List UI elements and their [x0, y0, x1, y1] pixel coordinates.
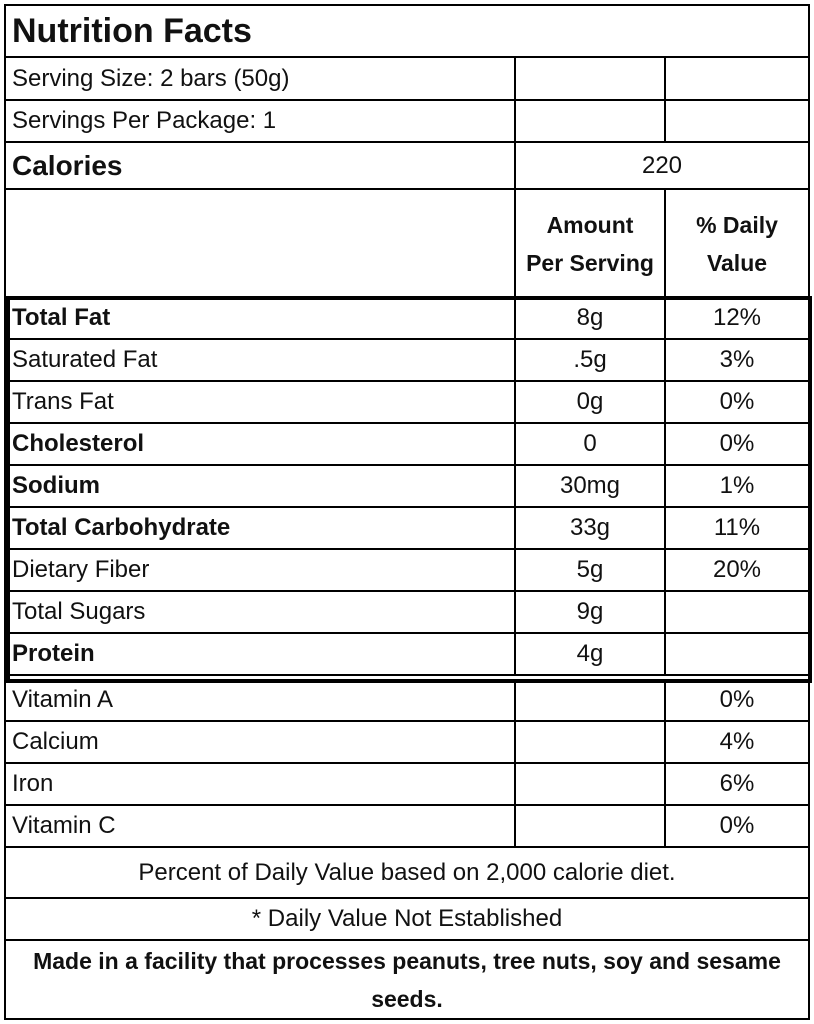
- vitamin-row: Calcium 4%: [6, 722, 808, 764]
- dv-header-line2: Value: [706, 250, 768, 276]
- vitamin-daily-value: 0%: [664, 680, 808, 720]
- vitamin-amount: [514, 722, 664, 762]
- daily-value-header: % Daily Value: [664, 190, 808, 298]
- vitamin-daily-value: 6%: [664, 764, 808, 804]
- nutrient-daily-value: 3%: [664, 340, 808, 380]
- vitamin-name: Calcium: [12, 728, 99, 755]
- nutrient-row: Dietary Fiber 5g 20%: [6, 550, 808, 592]
- vitamin-daily-value: 0%: [664, 806, 808, 846]
- nutrition-facts-panel: Nutrition Facts Serving Size: 2 bars (50…: [4, 4, 812, 1020]
- amount-per-serving-header: Amount Per Serving: [514, 190, 664, 298]
- vitamin-row: Vitamin A 0%: [6, 680, 808, 722]
- nutrient-row: Saturated Fat .5g 3%: [6, 340, 808, 382]
- allergen-notice: Made in a facility that processes peanut…: [33, 947, 781, 1012]
- nutrient-amount: 0g: [514, 382, 664, 422]
- calories-label: Calories: [12, 149, 123, 181]
- nutrient-row: Total Carbohydrate 33g 11%: [6, 508, 808, 550]
- not-established-footnote: * Daily Value Not Established: [251, 905, 563, 932]
- nutrient-daily-value: 0%: [664, 424, 808, 464]
- vitamin-name: Vitamin A: [12, 686, 113, 713]
- amount-header-line1: Amount: [546, 212, 634, 238]
- nutrient-name: Dietary Fiber: [12, 556, 150, 583]
- nutrient-amount: 9g: [514, 592, 664, 632]
- serving-size-text: Serving Size: 2 bars (50g): [12, 64, 290, 92]
- vitamin-name: Iron: [12, 770, 54, 797]
- nutrient-name: Protein: [12, 640, 95, 667]
- servings-amount-cell: [514, 101, 664, 141]
- header-blank-cell: [6, 190, 514, 298]
- title-row: Nutrition Facts: [6, 6, 808, 58]
- nutrient-amount: 0: [514, 424, 664, 464]
- nutrient-amount: 4g: [514, 634, 664, 674]
- vitamin-row: Vitamin C 0%: [6, 806, 808, 848]
- amount-header-line2: Per Serving: [526, 250, 654, 276]
- nutrient-daily-value: 11%: [664, 508, 808, 548]
- nutrient-amount: 33g: [514, 508, 664, 548]
- vitamin-amount: [514, 806, 664, 846]
- vitamin-name: Vitamin C: [12, 812, 116, 839]
- nutrient-amount: .5g: [514, 340, 664, 380]
- column-header-row: Amount Per Serving % Daily Value: [6, 190, 808, 298]
- serving-size-row: Serving Size: 2 bars (50g): [6, 58, 808, 101]
- panel-title: Nutrition Facts: [12, 11, 252, 50]
- nutrient-name: Sodium: [12, 472, 100, 499]
- nutrient-name: Total Carbohydrate: [12, 514, 231, 541]
- nutrient-daily-value: [664, 634, 808, 674]
- nutrient-name: Trans Fat: [12, 388, 114, 415]
- nutrient-daily-value: 1%: [664, 466, 808, 506]
- nutrient-row: Total Sugars 9g: [6, 592, 808, 634]
- nutrient-daily-value: 0%: [664, 382, 808, 422]
- vitamin-row: Iron 6%: [6, 764, 808, 806]
- daily-value-footnote: Percent of Daily Value based on 2,000 ca…: [138, 859, 676, 886]
- nutrient-amount: 8g: [514, 298, 664, 338]
- nutrient-daily-value: 12%: [664, 298, 808, 338]
- nutrient-name: Cholesterol: [12, 430, 145, 457]
- serving-size-dv-cell: [664, 58, 808, 99]
- nutrient-row: Total Fat 8g 12%: [6, 298, 808, 340]
- nutrient-row: Trans Fat 0g 0%: [6, 382, 808, 424]
- nutrient-name: Total Sugars: [12, 598, 146, 625]
- nutrient-daily-value: [664, 592, 808, 632]
- servings-per-package-text: Servings Per Package: 1: [12, 107, 277, 134]
- nutrient-row: Protein 4g: [6, 634, 808, 676]
- allergen-row: Made in a facility that processes peanut…: [6, 941, 808, 1018]
- nutrient-name: Total Fat: [12, 304, 111, 331]
- nutrient-name: Saturated Fat: [12, 346, 158, 373]
- nutrient-daily-value: 20%: [664, 550, 808, 590]
- vitamin-daily-value: 4%: [664, 722, 808, 762]
- nutrient-amount: 5g: [514, 550, 664, 590]
- calories-row: Calories 220: [6, 143, 808, 190]
- vitamin-amount: [514, 764, 664, 804]
- nutrient-row: Cholesterol 0 0%: [6, 424, 808, 466]
- nutrient-row: Sodium 30mg 1%: [6, 466, 808, 508]
- dv-header-line1: % Daily: [696, 212, 778, 238]
- servings-per-package-row: Servings Per Package: 1: [6, 101, 808, 143]
- nutrient-amount: 30mg: [514, 466, 664, 506]
- calories-value: 220: [514, 143, 808, 188]
- servings-dv-cell: [664, 101, 808, 141]
- serving-size-amount-cell: [514, 58, 664, 99]
- daily-value-footnote-row: Percent of Daily Value based on 2,000 ca…: [6, 849, 808, 899]
- not-established-footnote-row: * Daily Value Not Established: [6, 899, 808, 941]
- vitamin-amount: [514, 680, 664, 720]
